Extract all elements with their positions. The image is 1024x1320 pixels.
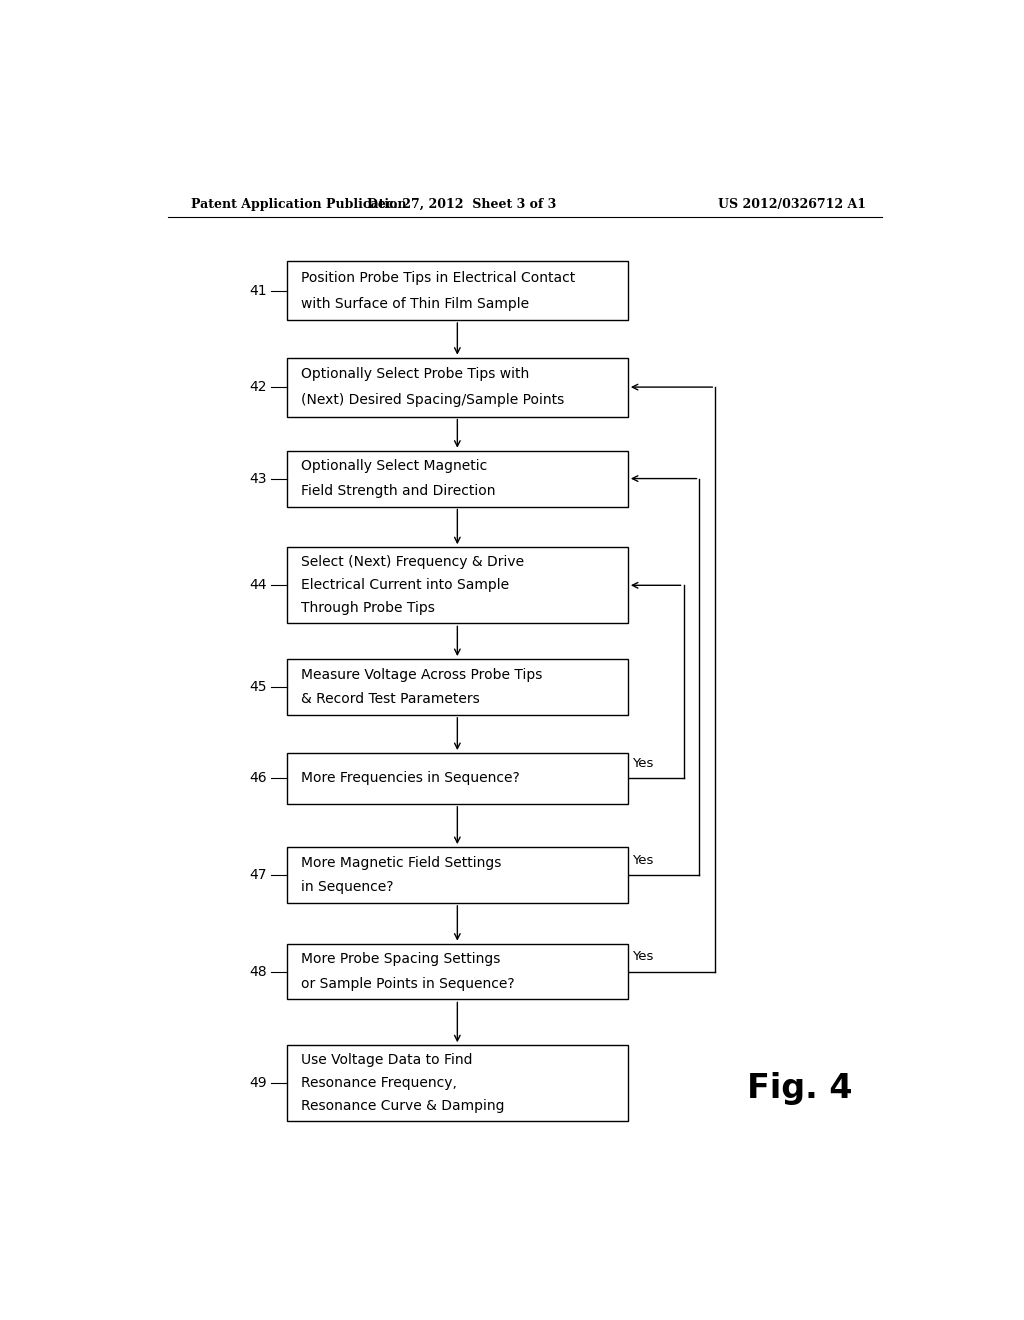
Text: Position Probe Tips in Electrical Contact: Position Probe Tips in Electrical Contac… [301,271,575,285]
Text: More Frequencies in Sequence?: More Frequencies in Sequence? [301,771,520,785]
Text: Select (Next) Frequency & Drive: Select (Next) Frequency & Drive [301,556,524,569]
Text: 46: 46 [249,771,267,785]
FancyBboxPatch shape [287,261,628,319]
FancyBboxPatch shape [287,847,628,903]
Text: 48: 48 [249,965,267,978]
Text: 42: 42 [250,380,267,395]
Text: 43: 43 [250,471,267,486]
Text: 47: 47 [250,869,267,882]
Text: Dec. 27, 2012  Sheet 3 of 3: Dec. 27, 2012 Sheet 3 of 3 [367,198,556,211]
Text: US 2012/0326712 A1: US 2012/0326712 A1 [718,198,866,211]
Text: Resonance Frequency,: Resonance Frequency, [301,1076,457,1090]
Text: 49: 49 [249,1076,267,1090]
Text: (Next) Desired Spacing/Sample Points: (Next) Desired Spacing/Sample Points [301,393,564,407]
Text: with Surface of Thin Film Sample: with Surface of Thin Film Sample [301,297,529,310]
FancyBboxPatch shape [287,358,628,417]
Text: Through Probe Tips: Through Probe Tips [301,601,435,615]
Text: More Magnetic Field Settings: More Magnetic Field Settings [301,855,502,870]
FancyBboxPatch shape [287,659,628,715]
FancyBboxPatch shape [287,752,628,804]
FancyBboxPatch shape [287,548,628,623]
Text: Resonance Curve & Damping: Resonance Curve & Damping [301,1100,505,1113]
Text: Patent Application Publication: Patent Application Publication [191,198,407,211]
Text: Field Strength and Direction: Field Strength and Direction [301,484,496,498]
Text: & Record Test Parameters: & Record Test Parameters [301,692,480,706]
FancyBboxPatch shape [287,944,628,999]
Text: 45: 45 [250,680,267,694]
Text: Optionally Select Magnetic: Optionally Select Magnetic [301,459,487,474]
Text: in Sequence?: in Sequence? [301,880,393,894]
Text: Electrical Current into Sample: Electrical Current into Sample [301,578,509,593]
Text: Measure Voltage Across Probe Tips: Measure Voltage Across Probe Tips [301,668,543,681]
Text: 41: 41 [249,284,267,297]
Text: Yes: Yes [632,950,653,964]
Text: Optionally Select Probe Tips with: Optionally Select Probe Tips with [301,367,529,381]
Text: More Probe Spacing Settings: More Probe Spacing Settings [301,952,501,966]
FancyBboxPatch shape [287,450,628,507]
Text: 44: 44 [250,578,267,593]
Text: Fig. 4: Fig. 4 [748,1072,853,1105]
FancyBboxPatch shape [287,1045,628,1122]
Text: Yes: Yes [632,854,653,867]
Text: or Sample Points in Sequence?: or Sample Points in Sequence? [301,977,515,991]
Text: Yes: Yes [632,758,653,771]
Text: Use Voltage Data to Find: Use Voltage Data to Find [301,1053,472,1068]
